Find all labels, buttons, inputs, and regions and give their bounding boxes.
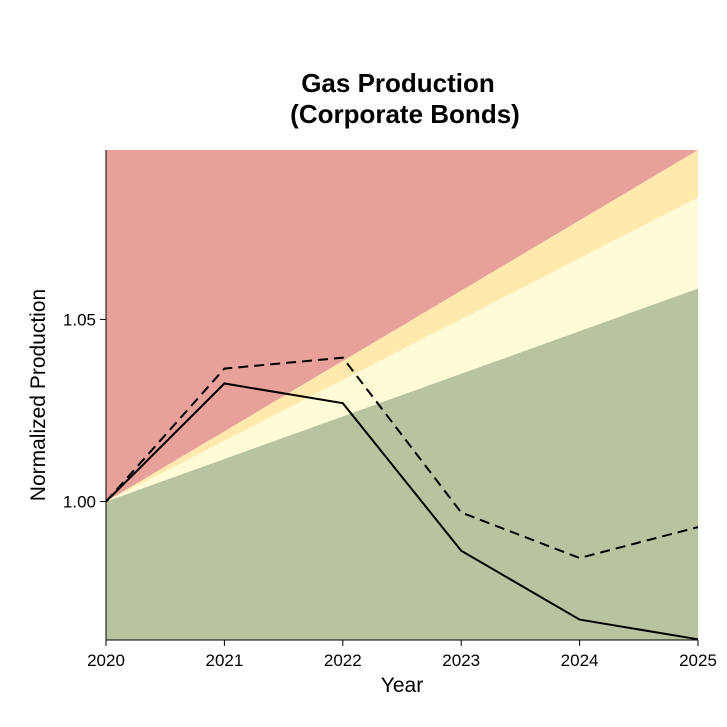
x-tick-label: 2020 [87, 651, 125, 670]
x-tick-label: 2024 [561, 651, 599, 670]
y-tick-label: 1.05 [63, 310, 96, 329]
band-1 [106, 288, 698, 640]
x-tick-label: 2023 [442, 651, 480, 670]
y-tick-label: 1.00 [63, 493, 96, 512]
series-line-solid [105, 382, 699, 641]
x-tick-label: 2022 [324, 651, 362, 670]
x-tick-label: 2025 [679, 651, 717, 670]
band-4 [106, 150, 698, 502]
x-axis-label: Year [381, 674, 423, 697]
y-axis-label: Normalized Production [27, 289, 50, 501]
series-layer [105, 356, 699, 641]
plot-area [106, 150, 698, 640]
series-line-dashed [105, 356, 699, 560]
chart-title-line-2: (Corporate Bonds) [290, 99, 520, 129]
axes-layer: 2020 2021 2022 2023 2024 2025 1.00 1.05 [63, 150, 717, 670]
chart-title-line-1: Gas Production [301, 68, 495, 98]
x-tick-label: 2021 [205, 651, 243, 670]
